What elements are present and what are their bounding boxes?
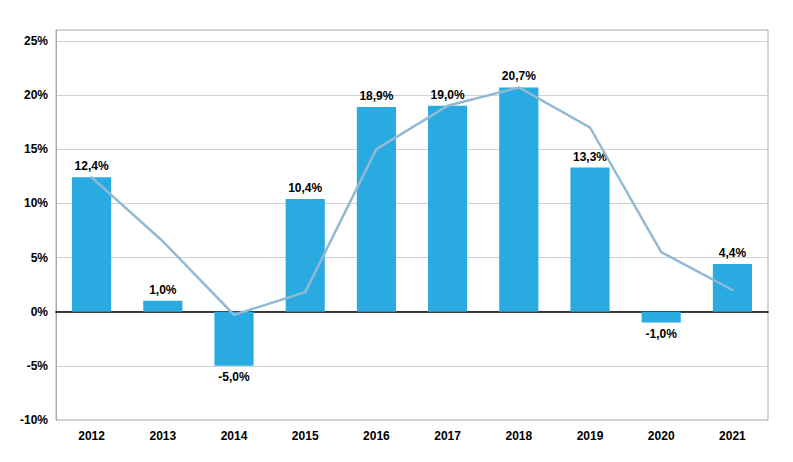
svg-text:2015: 2015 <box>292 429 319 443</box>
svg-text:2020: 2020 <box>648 429 675 443</box>
svg-text:10%: 10% <box>24 196 48 210</box>
svg-text:19,0%: 19,0% <box>431 88 465 102</box>
svg-text:13,3%: 13,3% <box>573 150 607 164</box>
svg-text:4,4%: 4,4% <box>719 246 747 260</box>
svg-text:2012: 2012 <box>78 429 105 443</box>
svg-text:2013: 2013 <box>149 429 176 443</box>
svg-text:25%: 25% <box>24 34 48 48</box>
svg-text:18,9%: 18,9% <box>359 89 393 103</box>
svg-text:-5%: -5% <box>27 359 49 373</box>
svg-text:2021: 2021 <box>719 429 746 443</box>
svg-text:12,4%: 12,4% <box>75 159 109 173</box>
svg-text:-10%: -10% <box>20 413 48 427</box>
svg-text:20%: 20% <box>24 88 48 102</box>
svg-text:5%: 5% <box>31 251 49 265</box>
svg-text:15%: 15% <box>24 142 48 156</box>
svg-text:20,7%: 20,7% <box>502 69 536 83</box>
svg-text:-5,0%: -5,0% <box>218 370 250 384</box>
svg-text:2014: 2014 <box>221 429 248 443</box>
svg-text:2019: 2019 <box>577 429 604 443</box>
svg-text:2017: 2017 <box>434 429 461 443</box>
svg-text:-1,0%: -1,0% <box>646 327 678 341</box>
svg-text:0%: 0% <box>31 305 49 319</box>
svg-text:10,4%: 10,4% <box>288 181 322 195</box>
svg-text:1,0%: 1,0% <box>149 283 177 297</box>
svg-text:2016: 2016 <box>363 429 390 443</box>
svg-text:2018: 2018 <box>505 429 532 443</box>
